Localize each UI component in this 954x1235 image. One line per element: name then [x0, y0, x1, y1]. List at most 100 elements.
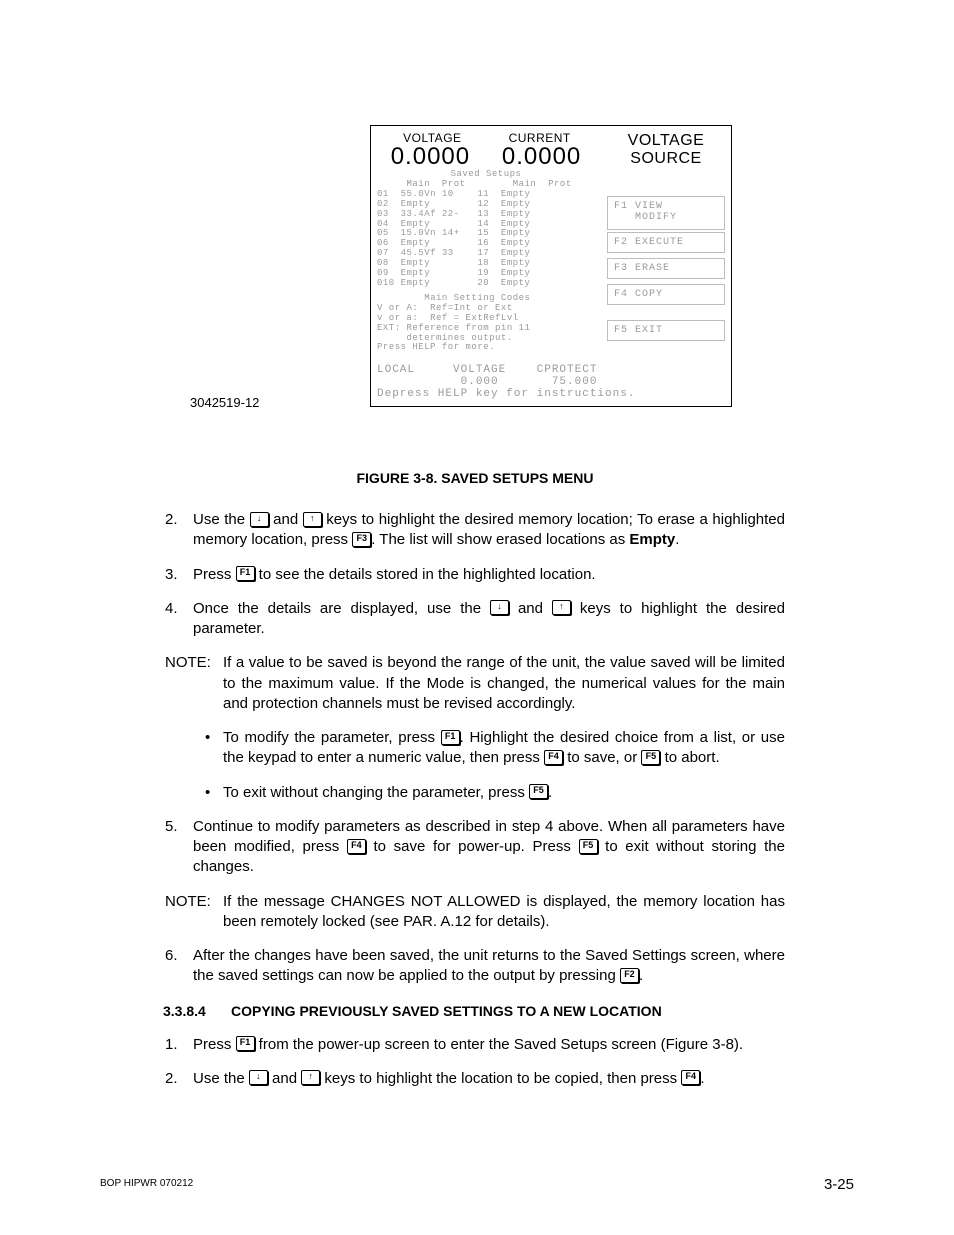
t: keys to highlight the location to be cop…	[320, 1070, 681, 1087]
t: Use the	[193, 1070, 249, 1087]
fkey-f5: F5 EXIT	[607, 320, 725, 341]
t: To modify the parameter, press	[223, 729, 441, 746]
lcd-footer: LOCAL VOLTAGE CPROTECT 0.000 75.000 Depr…	[377, 364, 595, 400]
step-num: 5.	[165, 817, 193, 878]
f4-key-icon: F4	[544, 750, 563, 765]
note-1: NOTE: If a value to be saved is beyond t…	[165, 653, 785, 714]
step-4: 4. Once the details are displayed, use t…	[165, 599, 785, 640]
note-text: If a value to be saved is beyond the ran…	[223, 653, 785, 714]
t: .	[700, 1070, 704, 1087]
t: Press	[193, 1036, 236, 1053]
section-number: 3.3.8.4	[163, 1003, 231, 1019]
bullet-dot: •	[205, 783, 223, 803]
section-heading: 3.3.8.4 COPYING PREVIOUSLY SAVED SETTING…	[163, 1003, 785, 1019]
body-content: FIGURE 3-8. SAVED SETUPS MENU 2. Use the…	[165, 470, 785, 1103]
step-text: Continue to modify parameters as describ…	[193, 817, 785, 878]
note-text: If the message CHANGES NOT ALLOWED is di…	[223, 892, 785, 933]
f1-key-icon: F1	[236, 1036, 255, 1051]
step-num: 2.	[165, 1069, 193, 1089]
step-num: 3.	[165, 565, 193, 585]
f1-key-icon: F1	[236, 566, 255, 581]
t: After the changes have been saved, the u…	[193, 947, 785, 984]
fkey-f3: F3 ERASE	[607, 258, 725, 279]
step-text: Once the details are displayed, use the …	[193, 599, 785, 640]
t: .	[548, 784, 552, 801]
f5-key-icon: F5	[529, 784, 548, 799]
bullet-2: • To exit without changing the parameter…	[205, 783, 785, 803]
step-6: 6. After the changes have been saved, th…	[165, 946, 785, 987]
copy-step-2: 2. Use the ↓ and ↑ keys to highlight the…	[165, 1069, 785, 1089]
bullet-dot: •	[205, 728, 223, 769]
note-label: NOTE:	[165, 892, 223, 933]
t: and	[268, 1070, 301, 1087]
f4-key-icon: F4	[681, 1070, 700, 1085]
lcd-right-pane: VOLTAGE SOURCE F1 VIEW MODIFY F2 EXECUTE…	[601, 126, 731, 406]
t: Once the details are displayed, use the	[193, 600, 490, 617]
bullet-text: To modify the parameter, press F1. Highl…	[223, 728, 785, 769]
lcd-readout: 0.0000 0.0000	[371, 144, 601, 170]
saved-rows: 01 55.0Vn 10 11 Empty 02 Empty 12 Empty …	[377, 189, 530, 288]
f5-key-icon: F5	[579, 839, 598, 854]
up-key-icon: ↑	[303, 512, 322, 527]
footer-left: BOP HIPWR 070212	[100, 1178, 193, 1189]
empty-word: Empty	[629, 531, 675, 548]
note-label: NOTE:	[165, 653, 223, 714]
t: to save, or	[563, 749, 641, 766]
t: .	[675, 531, 679, 548]
lcd-screen: VOLTAGE CURRENT 0.0000 0.0000 Saved Setu…	[370, 125, 732, 407]
step-num: 2.	[165, 510, 193, 551]
step-num: 4.	[165, 599, 193, 640]
step-3: 3. Press F1 to see the details stored in…	[165, 565, 785, 585]
fkey-f4: F4 COPY	[607, 284, 725, 305]
fkey-f2: F2 EXECUTE	[607, 232, 725, 253]
step-text: After the changes have been saved, the u…	[193, 946, 785, 987]
t: from the power-up screen to enter the Sa…	[255, 1036, 744, 1053]
down-key-icon: ↓	[490, 600, 509, 615]
f5-key-icon: F5	[641, 750, 660, 765]
current-value: 0.0000	[490, 144, 594, 170]
f4-key-icon: F4	[347, 839, 366, 854]
codes-block: Main Setting Codes V or A: Ref=Int or Ex…	[377, 294, 595, 353]
figure-reference-number: 3042519-12	[190, 395, 259, 410]
t: to abort.	[660, 749, 719, 766]
t: Press	[193, 566, 236, 583]
up-key-icon: ↑	[552, 600, 571, 615]
note-2: NOTE: If the message CHANGES NOT ALLOWED…	[165, 892, 785, 933]
figure-caption: FIGURE 3-8. SAVED SETUPS MENU	[165, 470, 785, 486]
step-2: 2. Use the ↓ and ↑ keys to highlight the…	[165, 510, 785, 551]
t: To exit without changing the parameter, …	[223, 784, 529, 801]
t: to see the details stored in the highlig…	[255, 566, 596, 583]
step-text: Press F1 from the power-up screen to ent…	[193, 1035, 785, 1055]
t: to save for power-up. Press	[366, 838, 579, 855]
fkey-f1: F1 VIEW MODIFY	[607, 196, 725, 230]
f3-key-icon: F3	[352, 532, 371, 547]
footer-right: 3-25	[824, 1176, 854, 1193]
lcd-left-pane: VOLTAGE CURRENT 0.0000 0.0000 Saved Setu…	[371, 126, 601, 406]
t: Use the	[193, 511, 250, 528]
down-key-icon: ↓	[249, 1070, 268, 1085]
section-title: COPYING PREVIOUSLY SAVED SETTINGS TO A N…	[231, 1003, 662, 1019]
t: . The list will show erased locations as	[371, 531, 629, 548]
f2-key-icon: F2	[620, 968, 639, 983]
step-text: Use the ↓ and ↑ keys to highlight the lo…	[193, 1069, 785, 1089]
step-text: Use the ↓ and ↑ keys to highlight the de…	[193, 510, 785, 551]
step-num: 6.	[165, 946, 193, 987]
step-text: Press F1 to see the details stored in th…	[193, 565, 785, 585]
down-key-icon: ↓	[250, 512, 269, 527]
up-key-icon: ↑	[301, 1070, 320, 1085]
copy-step-1: 1. Press F1 from the power-up screen to …	[165, 1035, 785, 1055]
saved-list: Main Prot Main Prot 01 55.0Vn 10 11 Empt…	[377, 180, 595, 289]
mode-line2: SOURCE	[630, 150, 701, 167]
voltage-value: 0.0000	[379, 144, 483, 170]
step-5: 5. Continue to modify parameters as desc…	[165, 817, 785, 878]
f1-key-icon: F1	[441, 730, 460, 745]
t: .	[639, 967, 643, 984]
step-num: 1.	[165, 1035, 193, 1055]
t: and	[509, 600, 552, 617]
bullet-text: To exit without changing the parameter, …	[223, 783, 785, 803]
page: VOLTAGE CURRENT 0.0000 0.0000 Saved Setu…	[0, 0, 954, 1235]
col-head: Main Prot Main Prot	[377, 179, 572, 189]
bullet-1: • To modify the parameter, press F1. Hig…	[205, 728, 785, 769]
mode-indicator: VOLTAGE SOURCE	[601, 132, 731, 169]
t: and	[269, 511, 303, 528]
